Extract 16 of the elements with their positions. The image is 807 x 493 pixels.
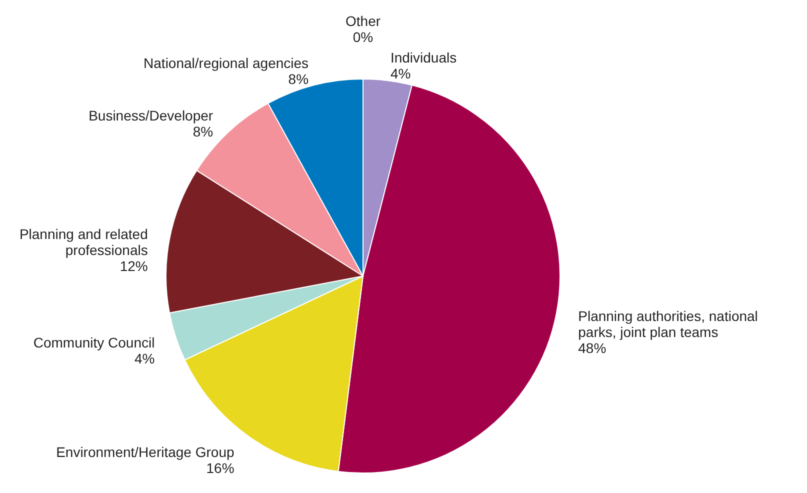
data-label: 8% xyxy=(288,70,309,87)
slice-label: Planning authorities, national parks, joint plan teams xyxy=(578,308,758,340)
slice-label: Environment/Heritage Group xyxy=(56,444,234,460)
slice-label: Planning and related professionals xyxy=(19,226,148,258)
data-label: 8% xyxy=(192,123,214,140)
category-label: Other xyxy=(345,13,381,29)
slice-label: Business/Developer xyxy=(88,107,214,124)
slice-label: Individuals xyxy=(390,50,457,66)
data-label: 48% xyxy=(578,340,606,356)
text: 0% xyxy=(352,29,374,45)
data-label: 4% xyxy=(390,66,411,82)
data-label: 12% xyxy=(120,258,148,274)
data-label: 4% xyxy=(134,350,155,367)
data-label: 16% xyxy=(206,460,234,476)
slice-label: National/regional agencies xyxy=(144,54,309,71)
slice-label: Community Council xyxy=(33,334,155,351)
